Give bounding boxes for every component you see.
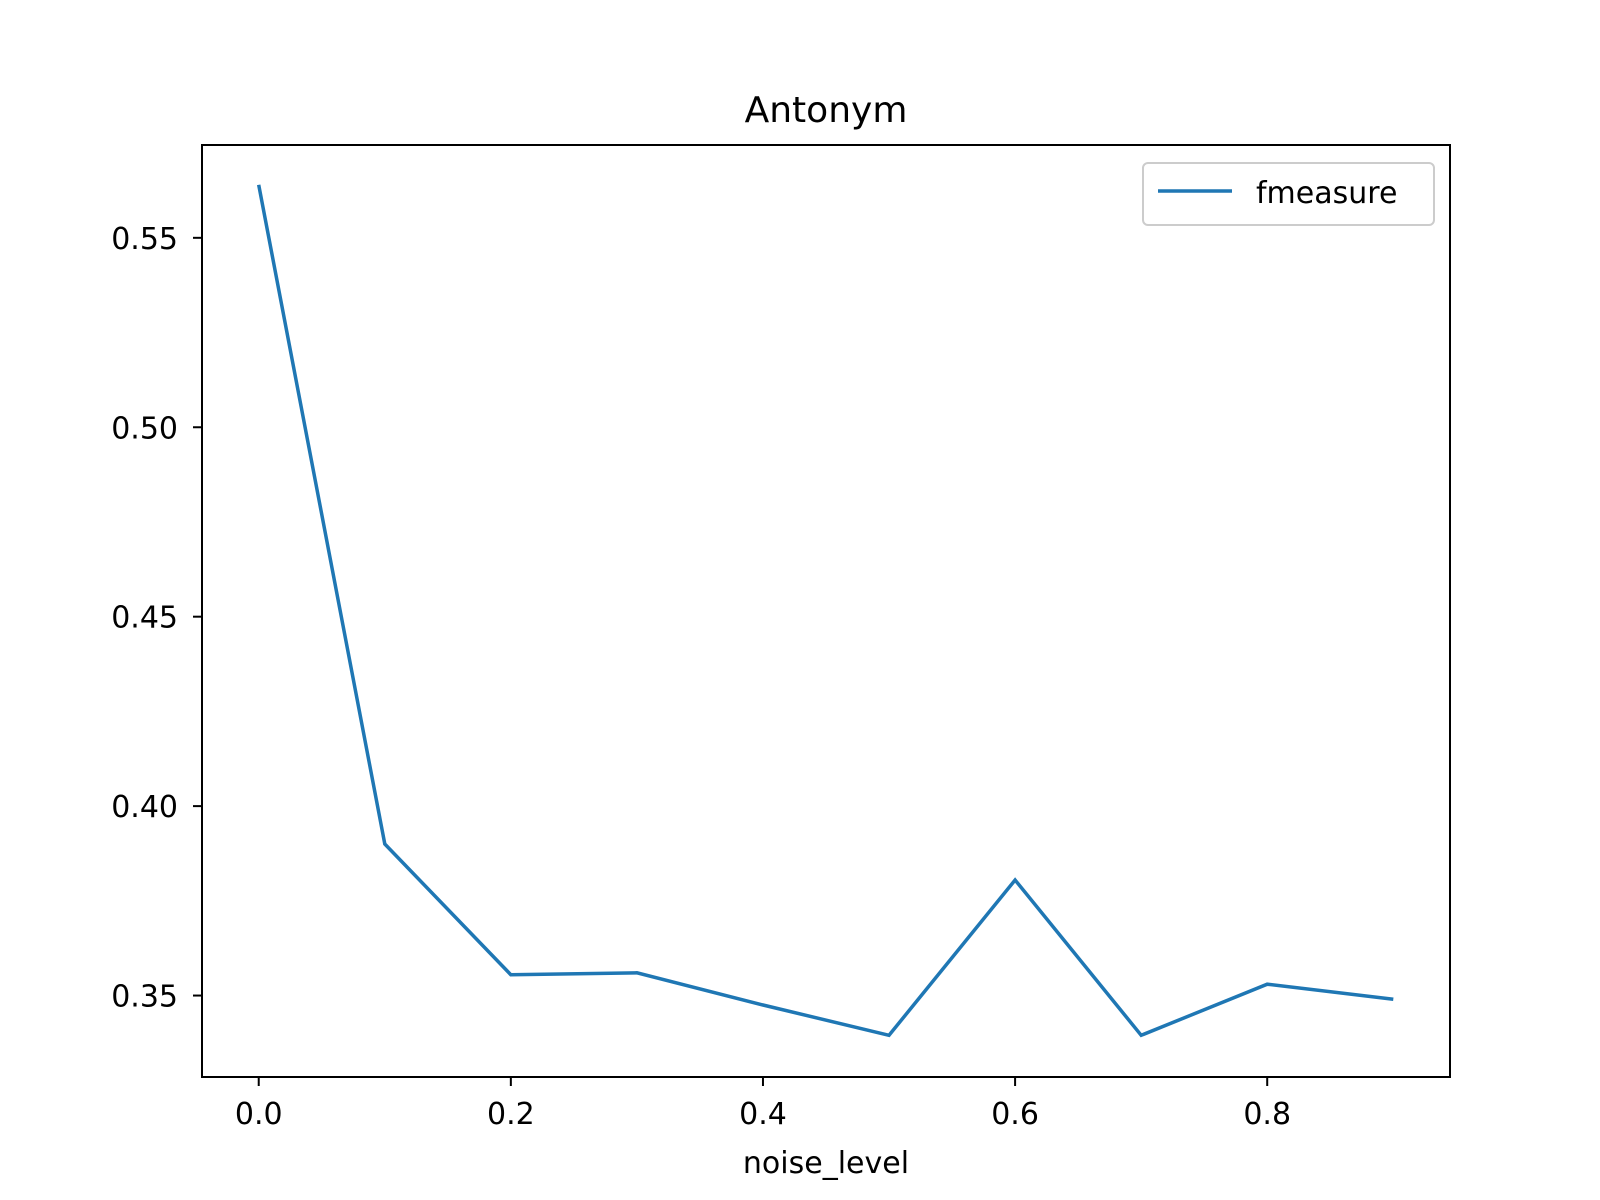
- y-tick-label: 0.35: [111, 980, 178, 1015]
- x-tick-label: 0.8: [1243, 1097, 1291, 1132]
- x-tick-label: 0.4: [739, 1097, 787, 1132]
- x-tick-label: 0.6: [991, 1097, 1039, 1132]
- x-axis-ticks: 0.0 0.2 0.4 0.6 0.8: [235, 1077, 1291, 1132]
- x-tick-label: 0.0: [235, 1097, 283, 1132]
- y-tick-label: 0.55: [111, 222, 178, 257]
- y-axis-ticks: 0.35 0.40 0.45 0.50 0.55: [111, 222, 202, 1015]
- y-tick-label: 0.50: [111, 411, 178, 446]
- legend: fmeasure: [1142, 162, 1435, 226]
- series-line-fmeasure: [256, 184, 1394, 1038]
- x-tick-label: 0.2: [487, 1097, 535, 1132]
- legend-box: [1142, 162, 1435, 226]
- y-tick-label: 0.40: [111, 790, 178, 825]
- plot-area-frame: [201, 144, 1451, 1078]
- chart-title: Antonym: [745, 90, 908, 131]
- x-axis-label: noise_level: [743, 1146, 909, 1181]
- legend-label: fmeasure: [1256, 176, 1397, 211]
- series-layer: [256, 184, 1394, 1038]
- y-tick-label: 0.45: [111, 601, 178, 636]
